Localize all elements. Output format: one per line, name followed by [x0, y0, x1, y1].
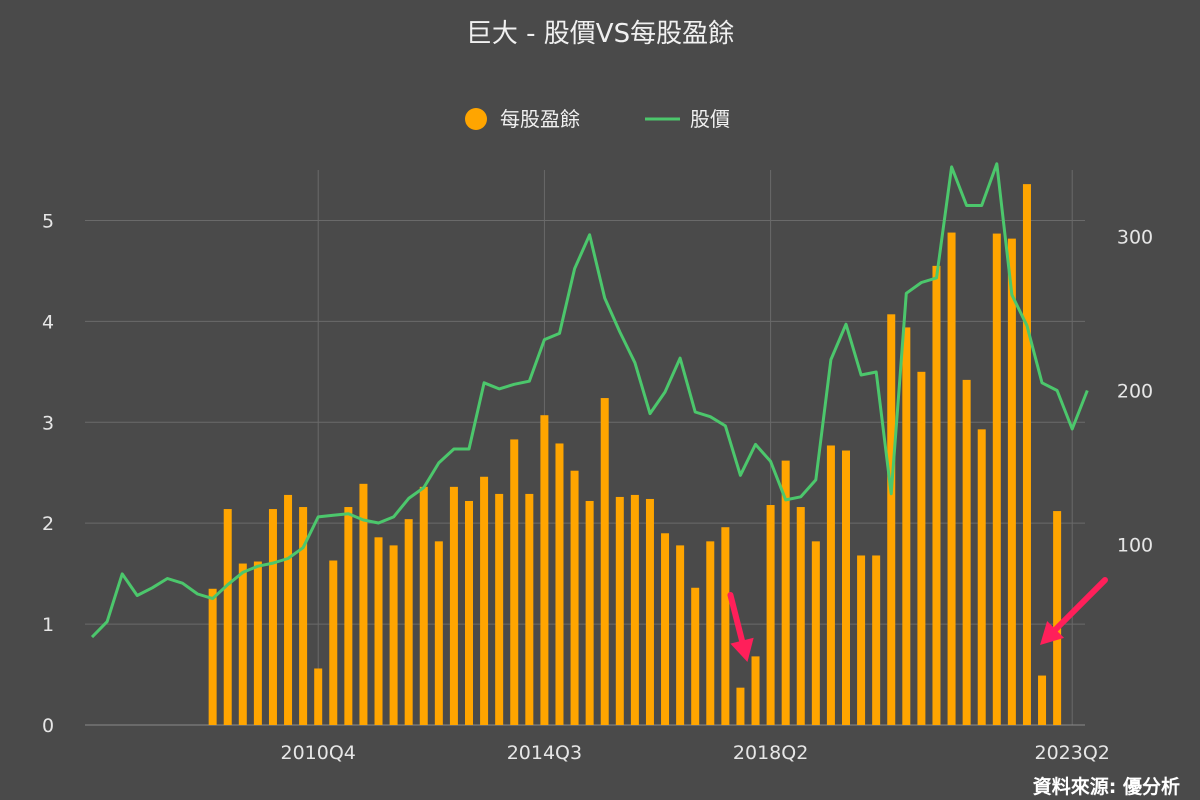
eps-bar: [253, 561, 262, 725]
eps-bar: [902, 327, 911, 725]
x-tick-label: 2010Q4: [280, 742, 355, 764]
x-tick-label: 2023Q2: [1034, 742, 1109, 764]
eps-bar: [826, 445, 835, 725]
eps-bar: [932, 265, 941, 725]
eps-bar: [480, 476, 489, 725]
eps-bar: [676, 545, 685, 725]
eps-bar: [962, 379, 971, 725]
eps-bar: [661, 533, 670, 725]
arrow-shaft: [1052, 577, 1108, 633]
price-line: [90, 162, 1089, 639]
annotation-arrow: [1040, 577, 1108, 645]
eps-bar: [992, 233, 1001, 725]
eps-bar: [1053, 511, 1062, 725]
eps-bar: [434, 541, 443, 725]
x-tick-label: 2014Q3: [507, 742, 582, 764]
legend-eps-label: 每股盈餘: [500, 107, 580, 131]
eps-bar: [600, 398, 609, 725]
eps-bar: [540, 415, 549, 725]
eps-bar: [359, 483, 368, 725]
eps-bar: [917, 371, 926, 725]
eps-bar: [947, 232, 956, 725]
eps-bar: [404, 519, 413, 725]
x-axis-ticks: 2010Q4 2014Q3 2018Q2 2023Q2: [280, 742, 1109, 764]
y-left-tick-label: 2: [42, 513, 54, 535]
right-axis-ticks: 100 200 300: [1117, 226, 1153, 556]
y-left-tick-label: 4: [42, 311, 54, 333]
eps-bar: [329, 560, 338, 725]
legend: 每股盈餘 股價: [465, 107, 730, 131]
eps-bar: [781, 460, 790, 725]
y-left-tick-label: 0: [42, 715, 54, 737]
annotation-arrow: [727, 592, 754, 662]
eps-bar: [223, 509, 232, 725]
eps-bar: [630, 494, 639, 725]
eps-bar: [284, 494, 293, 725]
eps-bar: [419, 486, 428, 725]
eps-bar: [796, 507, 805, 725]
eps-bar: [872, 555, 881, 725]
y-left-tick-label: 1: [42, 614, 54, 636]
legend-eps-marker: [465, 108, 487, 130]
y-right-tick-label: 200: [1117, 380, 1153, 402]
eps-bar: [525, 493, 534, 725]
eps-bar: [1022, 184, 1031, 726]
eps-bar: [449, 486, 458, 725]
eps-bar: [268, 509, 277, 725]
y-right-tick-label: 100: [1117, 535, 1153, 557]
y-left-tick-label: 5: [42, 210, 54, 232]
eps-bar: [585, 500, 594, 725]
eps-bar: [977, 429, 986, 725]
eps-bar: [691, 587, 700, 725]
eps-bar: [721, 527, 730, 725]
eps-bar: [706, 541, 715, 725]
eps-bar: [570, 470, 579, 725]
gridlines: [85, 170, 1085, 726]
source-note: 資料來源: 優分析: [1033, 775, 1180, 798]
legend-price-label: 股價: [690, 107, 730, 131]
left-axis-ticks: 0 1 2 3 4 5: [42, 210, 54, 737]
eps-bar: [344, 507, 353, 725]
eps-bar: [374, 537, 383, 725]
y-right-tick-label: 300: [1117, 226, 1153, 248]
eps-bar: [1007, 238, 1016, 726]
eps-bar: [615, 496, 624, 725]
y-left-tick-label: 3: [42, 412, 54, 434]
eps-bar: [645, 498, 654, 725]
eps-bar: [887, 314, 896, 725]
x-tick-label: 2018Q2: [733, 742, 808, 764]
eps-bar: [751, 656, 760, 725]
eps-bar: [465, 500, 473, 725]
eps-bar: [842, 450, 850, 725]
eps-bar: [555, 443, 564, 725]
eps-bar: [238, 563, 247, 725]
eps-bar: [389, 545, 398, 725]
eps-bar: [299, 507, 308, 725]
eps-bar: [857, 555, 866, 725]
arrow-head: [1040, 620, 1065, 645]
arrow-shaft: [727, 592, 746, 644]
annotations: [727, 577, 1108, 662]
price-line-group: [90, 162, 1089, 639]
arrow-head: [730, 637, 754, 662]
eps-bar: [736, 687, 745, 725]
chart-title: 巨大 - 股價VS每股盈餘: [466, 19, 734, 49]
eps-bar: [495, 493, 504, 725]
eps-bar: [510, 439, 519, 725]
eps-bar: [1038, 675, 1047, 725]
eps-bar: [811, 541, 820, 725]
eps-bar: [766, 505, 775, 725]
eps-bars: [208, 184, 1062, 726]
eps-bar: [314, 668, 323, 725]
eps-bar: [208, 588, 217, 725]
